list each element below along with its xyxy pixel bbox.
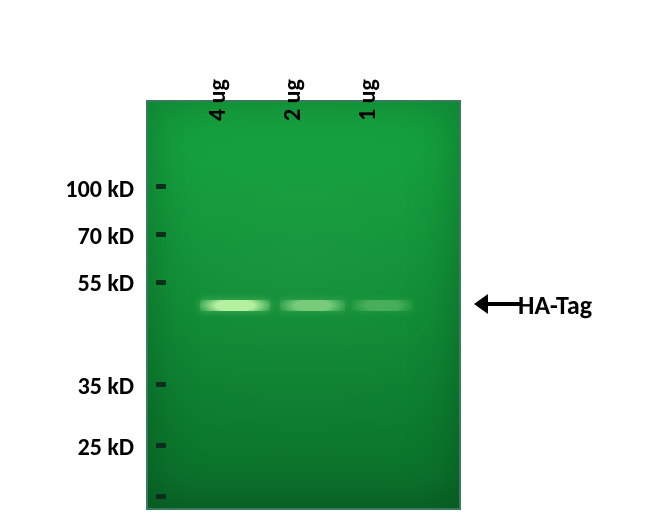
lane-label: 4 ug xyxy=(203,79,232,121)
marker-band xyxy=(156,443,166,448)
lane-label: 1 ug xyxy=(353,79,382,121)
marker-band xyxy=(156,184,166,189)
mw-label: 55 kD xyxy=(0,269,134,298)
arrow-head-icon xyxy=(474,294,488,314)
figure-canvas: 4 ug2 ug1 ug 100 kD70 kD55 kD35 kD25 kD … xyxy=(0,0,650,532)
marker-band xyxy=(156,232,166,237)
marker-band xyxy=(156,280,166,285)
mw-label: 25 kD xyxy=(0,433,134,462)
annotation-arrow xyxy=(474,294,520,314)
mw-label: 70 kD xyxy=(0,222,134,251)
annotation-label: HA-Tag xyxy=(518,289,592,321)
arrow-line xyxy=(488,302,520,306)
protein-band xyxy=(200,300,270,311)
marker-band xyxy=(156,494,166,499)
protein-band xyxy=(352,300,412,311)
mw-label: 100 kD xyxy=(0,175,134,204)
protein-band xyxy=(280,300,345,311)
mw-label: 35 kD xyxy=(0,372,134,401)
lane-label: 2 ug xyxy=(278,79,307,121)
marker-band xyxy=(156,382,166,387)
